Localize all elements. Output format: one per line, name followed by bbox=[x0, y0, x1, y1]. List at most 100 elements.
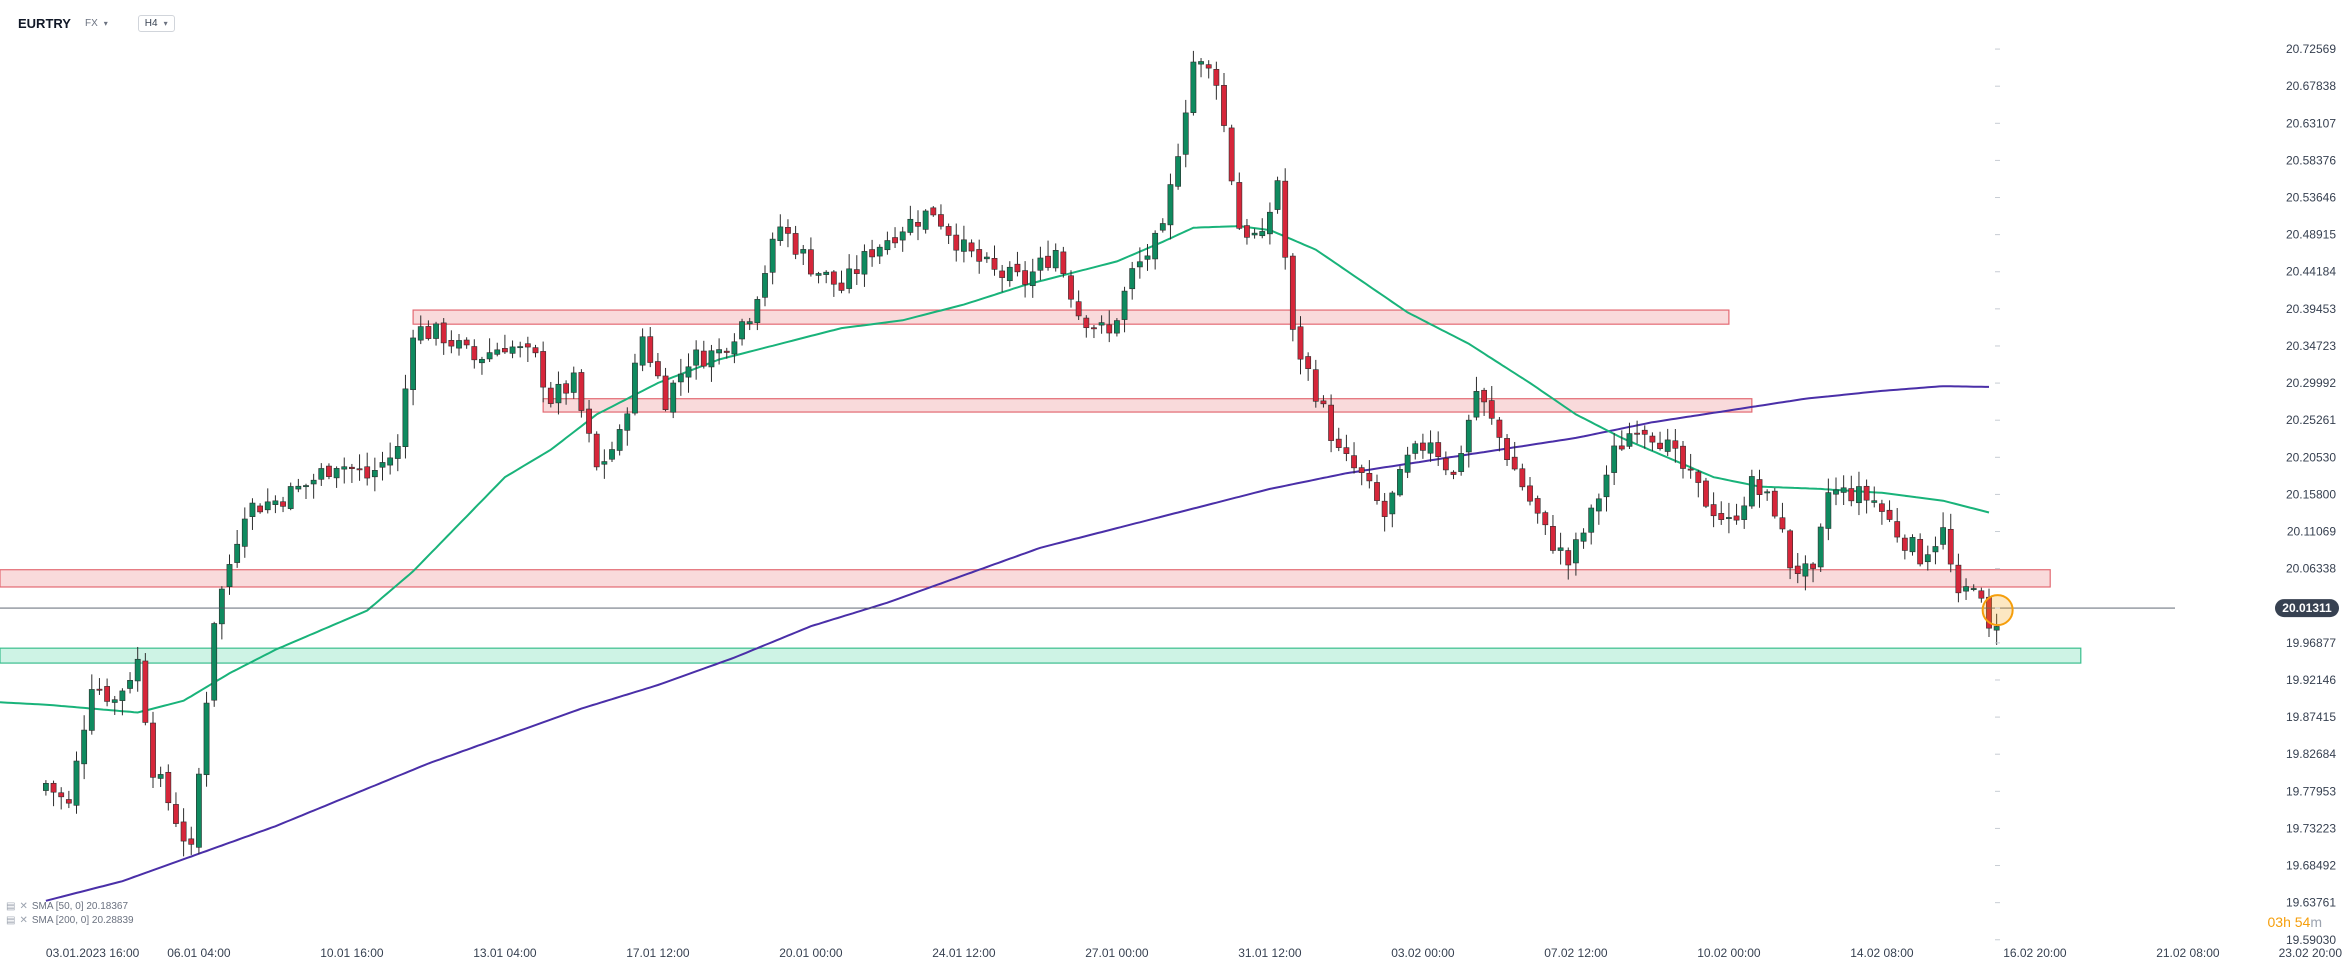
candle[interactable] bbox=[1894, 508, 1901, 543]
candle[interactable] bbox=[42, 780, 49, 796]
candle[interactable] bbox=[50, 780, 57, 807]
candle[interactable] bbox=[1557, 532, 1564, 565]
candle[interactable] bbox=[586, 400, 592, 443]
candle[interactable] bbox=[1397, 466, 1403, 497]
candle[interactable] bbox=[677, 358, 684, 396]
candle[interactable] bbox=[899, 226, 906, 252]
candle[interactable] bbox=[708, 344, 715, 382]
candle[interactable] bbox=[1259, 218, 1266, 239]
candle[interactable] bbox=[953, 223, 960, 262]
candle[interactable] bbox=[341, 457, 348, 484]
candle[interactable] bbox=[1947, 513, 1954, 573]
candle[interactable] bbox=[1970, 584, 1977, 592]
candle[interactable] bbox=[1274, 176, 1281, 214]
candle[interactable] bbox=[915, 210, 921, 241]
current-price-badge[interactable] bbox=[2275, 599, 2339, 618]
candle[interactable] bbox=[1244, 218, 1250, 245]
candle[interactable] bbox=[58, 787, 65, 810]
candle[interactable] bbox=[700, 340, 707, 369]
candle[interactable] bbox=[234, 530, 241, 568]
candle[interactable] bbox=[1305, 352, 1312, 381]
candle[interactable] bbox=[417, 315, 424, 345]
candle[interactable] bbox=[945, 223, 952, 245]
candle[interactable] bbox=[142, 653, 149, 726]
candle[interactable] bbox=[830, 270, 837, 297]
candle[interactable] bbox=[593, 431, 600, 471]
candle[interactable] bbox=[1573, 532, 1579, 576]
candle[interactable] bbox=[960, 225, 967, 263]
candle[interactable] bbox=[892, 227, 898, 248]
candle[interactable] bbox=[1335, 427, 1342, 452]
candle[interactable] bbox=[1680, 441, 1686, 479]
candle[interactable] bbox=[1473, 376, 1480, 421]
candle[interactable] bbox=[326, 463, 332, 480]
candle[interactable] bbox=[1718, 501, 1725, 525]
candle[interactable] bbox=[1657, 431, 1663, 451]
candle[interactable] bbox=[1297, 316, 1304, 375]
candle[interactable] bbox=[1511, 441, 1518, 471]
candle[interactable] bbox=[1182, 99, 1189, 168]
candle[interactable] bbox=[547, 381, 554, 408]
candle[interactable] bbox=[1351, 442, 1357, 474]
candle[interactable] bbox=[1978, 587, 1985, 603]
candle[interactable] bbox=[670, 380, 677, 419]
candle[interactable] bbox=[1542, 510, 1549, 535]
candle[interactable] bbox=[1901, 534, 1908, 560]
candle[interactable] bbox=[1098, 315, 1105, 334]
candle[interactable] bbox=[1810, 562, 1816, 583]
candle[interactable] bbox=[555, 371, 562, 415]
candle[interactable] bbox=[1251, 228, 1258, 239]
candle[interactable] bbox=[1442, 451, 1449, 476]
candle[interactable] bbox=[869, 239, 875, 267]
candle[interactable] bbox=[1190, 50, 1197, 116]
candle[interactable] bbox=[1159, 218, 1166, 233]
candle[interactable] bbox=[1136, 247, 1143, 279]
candle[interactable] bbox=[1267, 202, 1273, 245]
candle[interactable] bbox=[1481, 387, 1487, 416]
candle[interactable] bbox=[762, 265, 768, 307]
candle[interactable] bbox=[1672, 428, 1679, 463]
candle[interactable] bbox=[632, 353, 638, 416]
candle[interactable] bbox=[1228, 124, 1235, 186]
candle[interactable] bbox=[1389, 490, 1396, 528]
candle[interactable] bbox=[662, 367, 669, 412]
candle[interactable] bbox=[1955, 553, 1962, 603]
candle[interactable] bbox=[976, 239, 983, 274]
candle[interactable] bbox=[1550, 514, 1556, 554]
candle[interactable] bbox=[364, 452, 371, 486]
candle[interactable] bbox=[624, 407, 631, 446]
candle[interactable] bbox=[1787, 529, 1793, 580]
candle[interactable] bbox=[938, 204, 944, 230]
candle[interactable] bbox=[1886, 500, 1893, 523]
market-selector[interactable]: FX ▾ bbox=[85, 18, 108, 29]
candle[interactable] bbox=[616, 424, 623, 456]
candle[interactable] bbox=[1733, 503, 1740, 525]
candle[interactable] bbox=[1963, 578, 1969, 600]
candle[interactable] bbox=[1756, 469, 1763, 508]
candle[interactable] bbox=[1420, 433, 1426, 459]
candle[interactable] bbox=[1595, 493, 1602, 525]
candle[interactable] bbox=[1221, 72, 1227, 133]
candle[interactable] bbox=[1641, 425, 1648, 449]
candle[interactable] bbox=[440, 318, 447, 355]
resistance-zone[interactable] bbox=[412, 309, 1730, 325]
candle[interactable] bbox=[846, 254, 853, 294]
candle[interactable] bbox=[295, 478, 302, 493]
candle[interactable] bbox=[800, 244, 807, 266]
candle[interactable] bbox=[494, 342, 501, 357]
sma200-line[interactable] bbox=[45, 385, 1989, 902]
candle[interactable] bbox=[922, 209, 929, 234]
candle[interactable] bbox=[716, 338, 722, 365]
candle[interactable] bbox=[81, 715, 88, 780]
candle[interactable] bbox=[1037, 246, 1044, 281]
candle[interactable] bbox=[1764, 489, 1771, 501]
support-zone[interactable] bbox=[0, 647, 2082, 664]
candle[interactable] bbox=[1328, 394, 1334, 453]
candle[interactable] bbox=[1664, 428, 1671, 457]
candle[interactable] bbox=[318, 463, 325, 486]
candle[interactable] bbox=[218, 586, 225, 640]
candle[interactable] bbox=[1817, 523, 1824, 572]
candle[interactable] bbox=[823, 270, 830, 284]
candle[interactable] bbox=[402, 374, 409, 459]
